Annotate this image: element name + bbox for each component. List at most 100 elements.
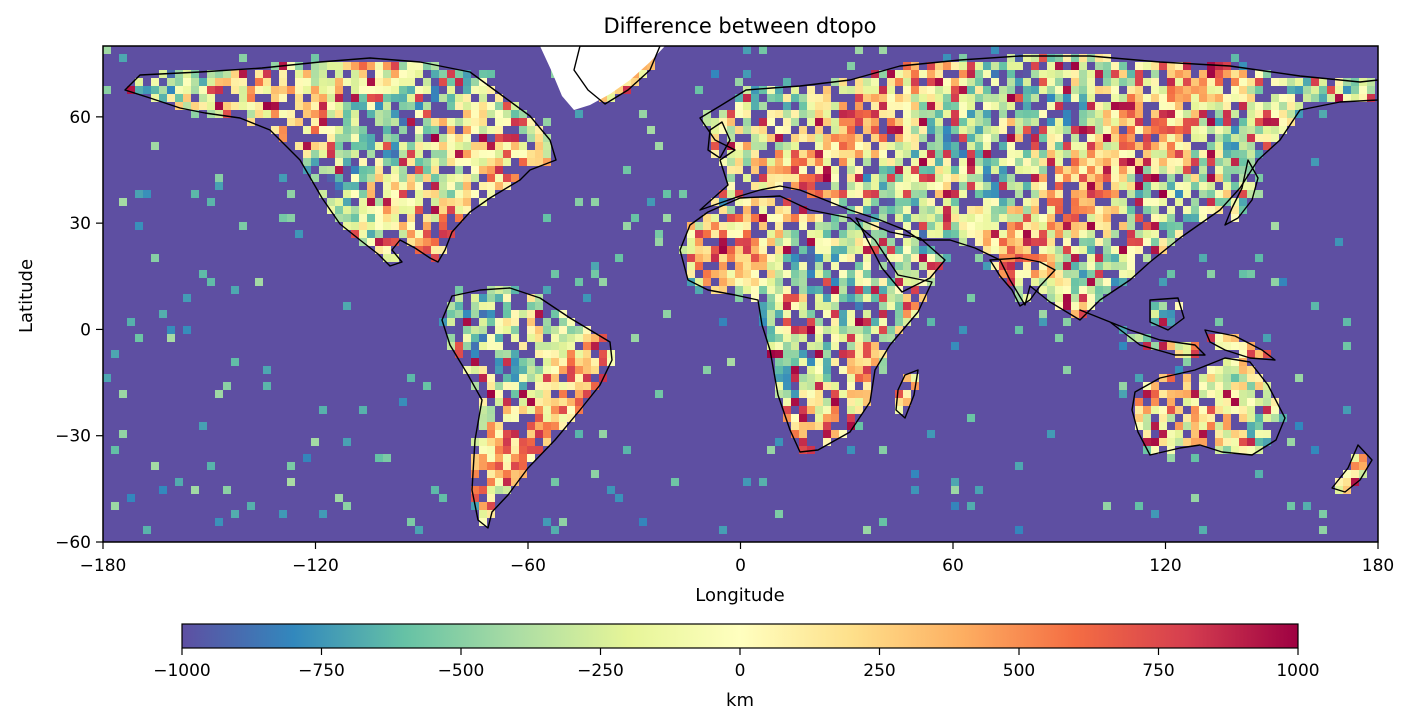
heatmap-cell xyxy=(911,214,919,222)
heatmap-cell xyxy=(303,166,311,174)
heatmap-cell xyxy=(423,102,431,110)
heatmap-cell xyxy=(1215,438,1223,446)
heatmap-cell xyxy=(1319,94,1327,102)
heatmap-cell xyxy=(727,158,735,166)
heatmap-cell xyxy=(503,438,511,446)
heatmap-cell xyxy=(1287,94,1295,102)
heatmap-cell xyxy=(855,230,863,238)
heatmap-cell xyxy=(527,310,535,318)
heatmap-cell xyxy=(1191,454,1199,462)
heatmap-cell xyxy=(639,70,647,78)
heatmap-cell xyxy=(351,118,359,126)
heatmap-cell xyxy=(951,206,959,214)
heatmap-cell xyxy=(847,118,855,126)
heatmap-cell xyxy=(1055,126,1063,134)
heatmap-cell xyxy=(631,334,639,342)
heatmap-cell xyxy=(519,358,527,366)
heatmap-cell xyxy=(487,478,495,486)
heatmap-cell xyxy=(1199,422,1207,430)
heatmap-cell xyxy=(463,334,471,342)
heatmap-cell xyxy=(951,214,959,222)
heatmap-cell xyxy=(903,70,911,78)
heatmap-cell xyxy=(1071,166,1079,174)
heatmap-cell xyxy=(479,318,487,326)
heatmap-cell xyxy=(319,94,327,102)
heatmap-cell xyxy=(1055,62,1063,70)
heatmap-cell xyxy=(495,182,503,190)
heatmap-cell xyxy=(447,150,455,158)
heatmap-cell xyxy=(711,70,719,78)
heatmap-cell xyxy=(1175,142,1183,150)
heatmap-cell xyxy=(1103,166,1111,174)
heatmap-cell xyxy=(1111,246,1119,254)
heatmap-cell xyxy=(871,286,879,294)
heatmap-cell xyxy=(863,286,871,294)
heatmap-cell xyxy=(351,70,359,78)
heatmap-cell xyxy=(711,198,719,206)
heatmap-cell xyxy=(783,94,791,102)
heatmap-cell xyxy=(823,374,831,382)
heatmap-cell xyxy=(575,366,583,374)
heatmap-cell xyxy=(1199,390,1207,398)
heatmap-cell xyxy=(1087,150,1095,158)
heatmap-cell xyxy=(375,86,383,94)
heatmap-cell xyxy=(703,366,711,374)
heatmap-cell xyxy=(487,286,495,294)
heatmap-cell xyxy=(895,278,903,286)
heatmap-cell xyxy=(951,174,959,182)
heatmap-cell xyxy=(967,94,975,102)
colorbar xyxy=(181,623,1299,649)
heatmap-cell xyxy=(1079,102,1087,110)
heatmap-cell xyxy=(711,230,719,238)
heatmap-cell xyxy=(1159,158,1167,166)
heatmap-cell xyxy=(823,406,831,414)
heatmap-cell xyxy=(911,158,919,166)
heatmap-cell xyxy=(407,230,415,238)
heatmap-cell xyxy=(735,286,743,294)
heatmap-cell xyxy=(479,462,487,470)
heatmap-cell xyxy=(919,118,927,126)
heatmap-cell xyxy=(983,94,991,102)
heatmap-cell xyxy=(727,254,735,262)
heatmap-cell xyxy=(727,118,735,126)
heatmap-cell xyxy=(1303,86,1311,94)
heatmap-cell xyxy=(1079,286,1087,294)
heatmap-cell xyxy=(751,262,759,270)
heatmap-cell xyxy=(727,134,735,142)
heatmap-cell xyxy=(799,326,807,334)
heatmap-cell xyxy=(1183,398,1191,406)
heatmap-cell xyxy=(1111,262,1119,270)
heatmap-cell xyxy=(1055,70,1063,78)
heatmap-cell xyxy=(1271,134,1279,142)
heatmap-cell xyxy=(1151,246,1159,254)
heatmap-cell xyxy=(815,190,823,198)
heatmap-cell xyxy=(863,350,871,358)
heatmap-cell xyxy=(567,318,575,326)
heatmap-cell xyxy=(1047,262,1055,270)
heatmap-cell xyxy=(359,70,367,78)
heatmap-cell xyxy=(239,222,247,230)
heatmap-cell xyxy=(999,158,1007,166)
heatmap-cell xyxy=(951,102,959,110)
heatmap-cell xyxy=(1183,150,1191,158)
heatmap-cell xyxy=(1047,102,1055,110)
heatmap-cell xyxy=(1087,102,1095,110)
heatmap-cell xyxy=(1015,54,1023,62)
heatmap-cell xyxy=(943,206,951,214)
heatmap-cell xyxy=(431,78,439,86)
heatmap-cell xyxy=(367,110,375,118)
heatmap-cell xyxy=(1023,102,1031,110)
heatmap-cell xyxy=(1031,110,1039,118)
heatmap-cell xyxy=(863,262,871,270)
heatmap-cell xyxy=(279,70,287,78)
heatmap-cell xyxy=(863,342,871,350)
heatmap-cell xyxy=(911,278,919,286)
heatmap-cell xyxy=(1239,398,1247,406)
heatmap-cell xyxy=(727,214,735,222)
heatmap-cell xyxy=(375,118,383,126)
heatmap-cell xyxy=(815,142,823,150)
heatmap-cell xyxy=(1247,374,1255,382)
heatmap-cell xyxy=(1255,350,1263,358)
heatmap-cell xyxy=(743,46,751,54)
heatmap-cell xyxy=(1215,342,1223,350)
